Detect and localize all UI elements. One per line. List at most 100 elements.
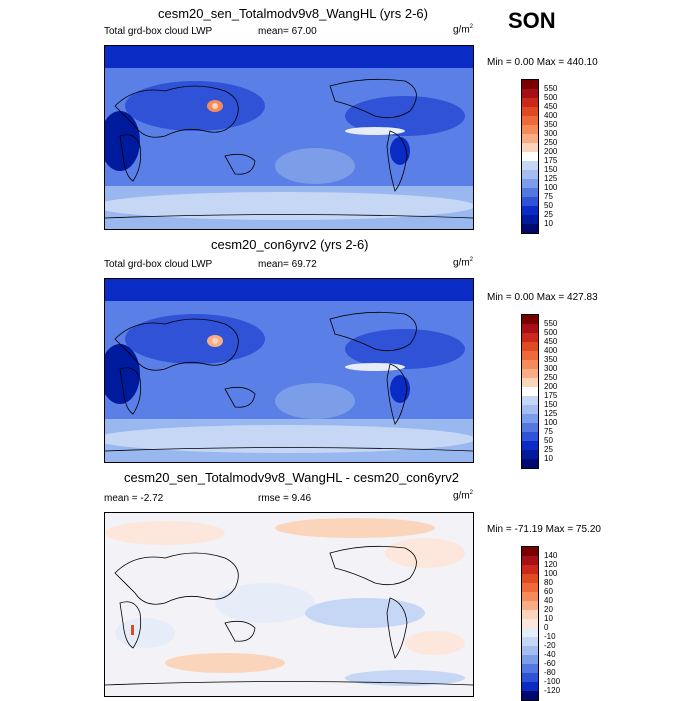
panel2-map	[104, 278, 474, 463]
panel3-colorbar-tick: 40	[544, 596, 553, 605]
panel1-colorbar-swatch	[522, 107, 538, 116]
panel2-colorbar-swatch	[522, 432, 538, 441]
panel2-colorbar-tick: 125	[544, 409, 558, 418]
panel2-title: cesm20_con6yrv2 (yrs 2-6)	[211, 237, 369, 252]
panel1-colorbar-swatch	[522, 224, 538, 233]
panel1-colorbar-swatch	[522, 116, 538, 125]
panel3-rmse-label: rmse = 9.46	[258, 493, 312, 504]
panel3-colorbar-swatch	[522, 601, 538, 610]
panel3-colorbar-tick: -60	[544, 659, 556, 668]
panel3-colorbar-swatch	[522, 565, 538, 574]
panel2-colorbar-swatch	[522, 342, 538, 351]
panel2-colorbar-tick: 550	[544, 319, 558, 328]
panel1-colorbar-tick: 500	[544, 93, 558, 102]
panel3-colorbar-swatch	[522, 646, 538, 655]
panel2-mean-label: mean= 69.72	[258, 259, 317, 270]
panel1-colorbar-swatch	[522, 89, 538, 98]
panel2-colorbar-tick: 150	[544, 400, 558, 409]
panel3-colorbar-tick: 120	[544, 560, 558, 569]
panel3-colorbar-swatch	[522, 628, 538, 637]
panel1-colorbar-tick: 100	[544, 183, 558, 192]
panel1-colorbar-swatch	[522, 143, 538, 152]
panel2-colorbar-swatch	[522, 360, 538, 369]
panel1-title: cesm20_sen_Totalmodv9v8_WangHL (yrs 2-6)	[158, 6, 428, 21]
panel2-colorbar-tick: 10	[544, 454, 553, 463]
panel1-colorbar-tick: 350	[544, 120, 558, 129]
panel3-map	[104, 512, 474, 697]
panel3-colorbar-swatch	[522, 610, 538, 619]
panel2-colorbar-tick: 300	[544, 364, 558, 373]
panel3-units: g/m2	[453, 490, 474, 502]
panel1-colorbar-swatch	[522, 188, 538, 197]
panel3-colorbar-swatch	[522, 637, 538, 646]
panel1-colorbar-swatch	[522, 170, 538, 179]
panel1-colorbar-tick: 550	[544, 84, 558, 93]
panel2-colorbar-swatch	[522, 423, 538, 432]
panel1-colorbar-tick: 200	[544, 147, 558, 156]
panel3-colorbar-swatch	[522, 592, 538, 601]
panel2-colorbar-tick: 400	[544, 346, 558, 355]
panel1-minmax: Min = 0.00 Max = 440.10	[487, 57, 598, 68]
panel2-colorbar-tick: 75	[544, 427, 553, 436]
panel1-colorbar-swatch	[522, 98, 538, 107]
panel1-colorbar-tick: 10	[544, 219, 553, 228]
panel3-colorbar-swatch	[522, 664, 538, 673]
panel3-colorbar-swatch	[522, 574, 538, 583]
panel3-colorbar-swatch	[522, 583, 538, 592]
panel3-colorbar-swatch	[522, 655, 538, 664]
panel2-colorbar-tick: 175	[544, 391, 558, 400]
panel2-colorbar-tick: 500	[544, 328, 558, 337]
panel1-colorbar-tick: 25	[544, 210, 553, 219]
season-label: SON	[508, 8, 556, 33]
panel1-left-label: Total grd-box cloud LWP	[104, 26, 213, 37]
panel2-colorbar-tick: 450	[544, 337, 558, 346]
panel1-colorbar-swatch	[522, 197, 538, 206]
panel2-colorbar-swatch	[522, 378, 538, 387]
panel1-colorbar-swatch	[522, 125, 538, 134]
panel2-colorbar-tick: 350	[544, 355, 558, 364]
panel3-colorbar-tick: -10	[544, 632, 556, 641]
panel1-colorbar-tick: 75	[544, 192, 553, 201]
panel3-colorbar-tick: -80	[544, 668, 556, 677]
panel3-colorbar-tick: 60	[544, 587, 553, 596]
panel3-colorbar-swatch	[522, 556, 538, 565]
panel3-colorbar-tick: 0	[544, 623, 549, 632]
panel3-map-field	[105, 513, 473, 696]
panel3-colorbar-tick: 100	[544, 569, 558, 578]
panel3-colorbar-tick: 10	[544, 614, 553, 623]
panel2-colorbar-tick: 50	[544, 436, 553, 445]
panel3-colorbar	[521, 546, 539, 701]
panel1-colorbar-tick: 400	[544, 111, 558, 120]
panel1-colorbar-tick: 300	[544, 129, 558, 138]
panel2-map-field	[105, 279, 473, 462]
panel2-colorbar-tick: 25	[544, 445, 553, 454]
panel1-colorbar-tick: 175	[544, 156, 558, 165]
panel3-colorbar-tick: -120	[544, 686, 561, 695]
panel2-colorbar-swatch	[522, 333, 538, 342]
panel1-colorbar-swatch	[522, 206, 538, 215]
panel2-colorbar-swatch	[522, 414, 538, 423]
panel3-colorbar-swatch	[522, 691, 538, 700]
panel1-colorbar-swatch	[522, 161, 538, 170]
panel1-colorbar-tick: 450	[544, 102, 558, 111]
panel2-colorbar-tick: 100	[544, 418, 558, 427]
panel2-colorbar-swatch	[522, 396, 538, 405]
panel1-map	[104, 45, 474, 230]
panel2-colorbar-swatch	[522, 441, 538, 450]
panel2-colorbar-swatch	[522, 405, 538, 414]
panel3-colorbar-swatch	[522, 619, 538, 628]
panel1-map-field	[105, 46, 473, 229]
panel1-colorbar-swatch	[522, 134, 538, 143]
panel3-minmax: Min = -71.19 Max = 75.20	[487, 524, 601, 535]
panel1-units: g/m2	[453, 24, 474, 36]
panel3-colorbar-tick: -20	[544, 641, 556, 650]
panel2-colorbar-swatch	[522, 324, 538, 333]
panel3-colorbar-tick: -100	[544, 677, 561, 686]
panel3-colorbar-swatch	[522, 673, 538, 682]
panel2-left-label: Total grd-box cloud LWP	[104, 259, 213, 270]
panel1-colorbar-swatch	[522, 179, 538, 188]
panel3-colorbar-tick: 140	[544, 551, 558, 560]
panel2-colorbar-swatch	[522, 459, 538, 468]
panel2-colorbar-tick: 250	[544, 373, 558, 382]
panel3-colorbar-tick: 80	[544, 578, 553, 587]
